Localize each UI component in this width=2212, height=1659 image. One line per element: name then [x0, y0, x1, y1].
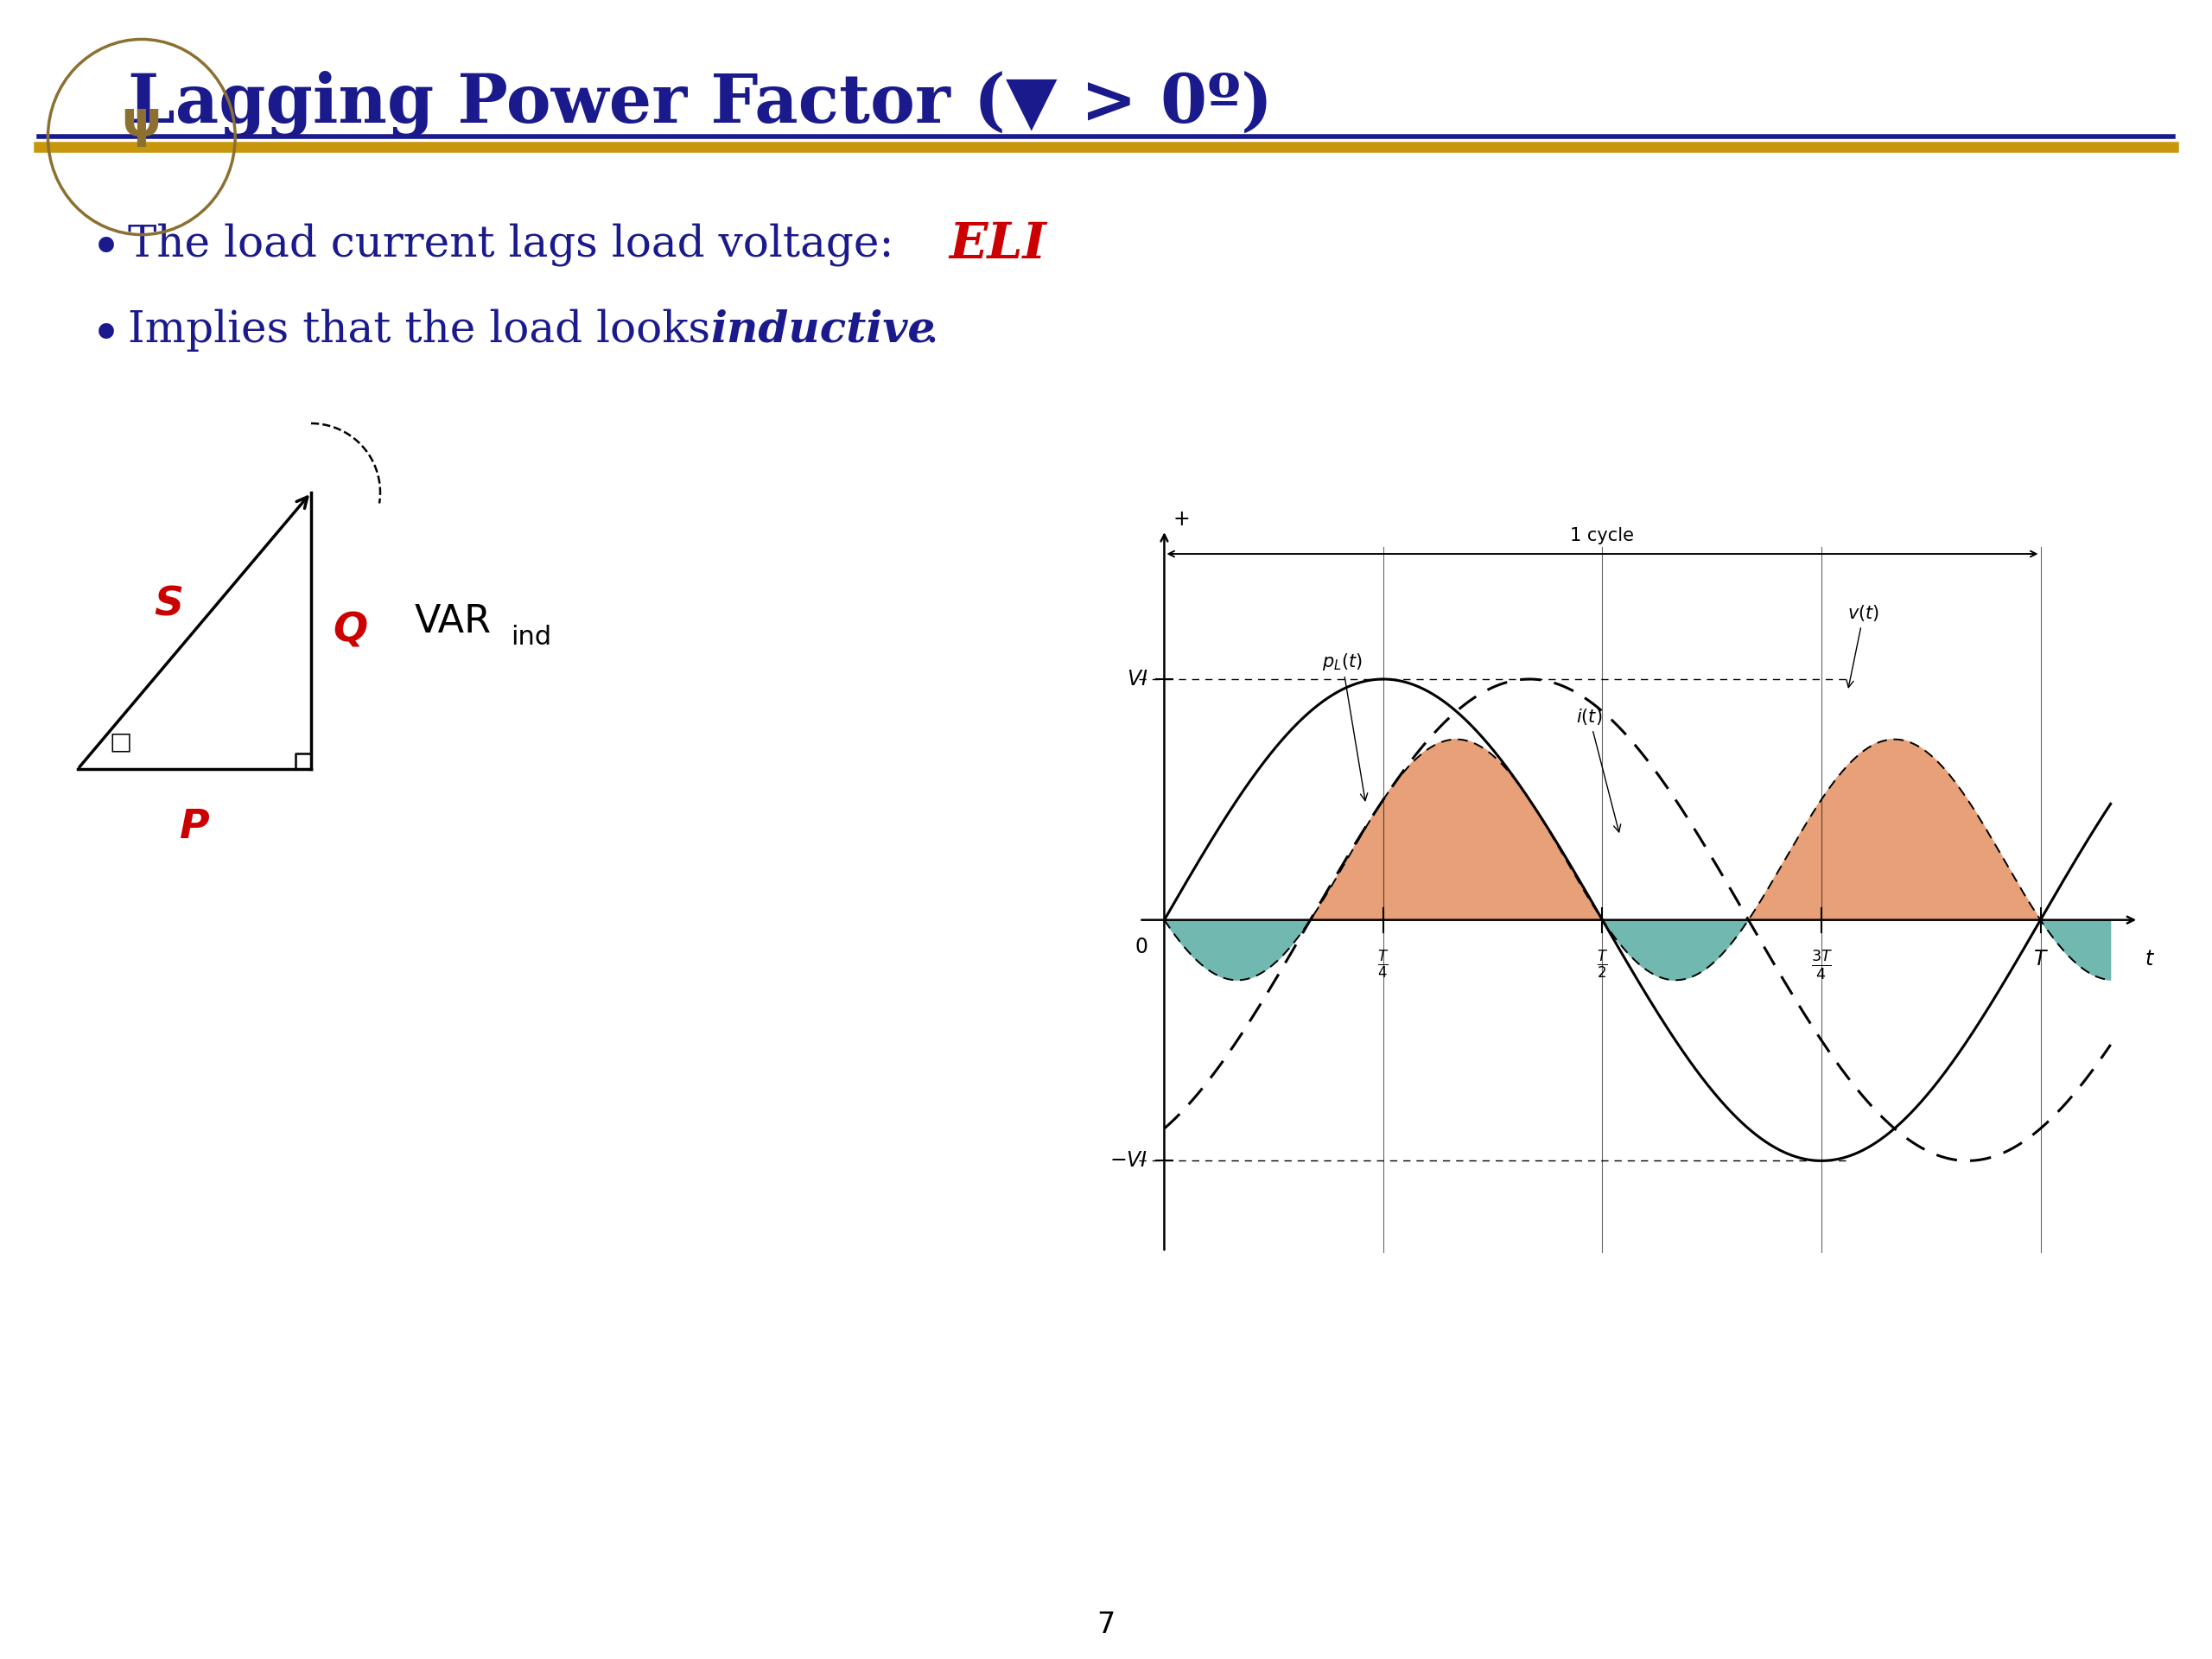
Text: 7: 7: [1097, 1611, 1115, 1639]
Text: ind: ind: [511, 625, 551, 650]
Text: $-VI$: $-VI$: [1108, 1150, 1148, 1171]
Text: Lagging Power Factor (▼ > 0º): Lagging Power Factor (▼ > 0º): [128, 71, 1272, 138]
Text: S: S: [155, 586, 184, 624]
Text: $p_L(t)$: $p_L(t)$: [1323, 652, 1367, 801]
Text: $t$: $t$: [2143, 949, 2154, 969]
Text: $VI$: $VI$: [1126, 669, 1148, 690]
Text: P: P: [179, 808, 210, 846]
Text: $v(t)$: $v(t)$: [1847, 604, 1880, 687]
Text: $+$: $+$: [1172, 509, 1190, 529]
Text: $\frac{T}{4}$: $\frac{T}{4}$: [1378, 949, 1389, 980]
Text: ELI: ELI: [949, 221, 1046, 269]
Text: Q: Q: [332, 611, 367, 650]
Text: •: •: [91, 312, 122, 362]
Text: □: □: [111, 730, 133, 753]
Text: 1 cycle: 1 cycle: [1571, 528, 1635, 544]
Text: VAR: VAR: [416, 604, 491, 640]
Text: ψ: ψ: [122, 98, 161, 146]
Text: $0$: $0$: [1135, 937, 1148, 957]
Text: .: .: [925, 309, 938, 352]
Text: $\frac{T}{2}$: $\frac{T}{2}$: [1597, 949, 1608, 980]
Text: $T$: $T$: [2033, 949, 2048, 969]
Text: The load current lags load voltage:: The load current lags load voltage:: [128, 222, 936, 265]
Text: inductive: inductive: [710, 309, 936, 352]
Text: $i(t)$: $i(t)$: [1577, 707, 1621, 833]
Text: •: •: [91, 224, 122, 275]
Text: $\frac{3T}{4}$: $\frac{3T}{4}$: [1812, 949, 1832, 982]
Text: Implies that the load looks: Implies that the load looks: [128, 309, 723, 352]
